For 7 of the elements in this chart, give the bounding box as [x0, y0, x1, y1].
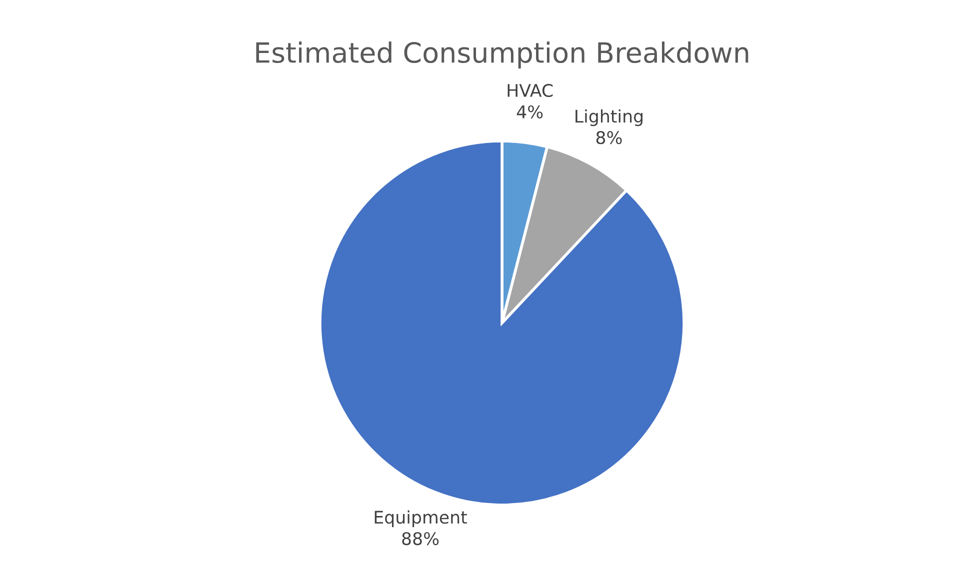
data-label: 4%	[516, 105, 543, 118]
chart-title: Estimated Consumption Breakdown	[256, 42, 748, 68]
data-label: 88%	[402, 532, 439, 546]
slice-label: Equipment	[374, 510, 467, 528]
data-label: 8%	[596, 131, 622, 144]
slice-label: HVAC	[508, 84, 553, 98]
slice-label: Lighting	[576, 109, 642, 126]
